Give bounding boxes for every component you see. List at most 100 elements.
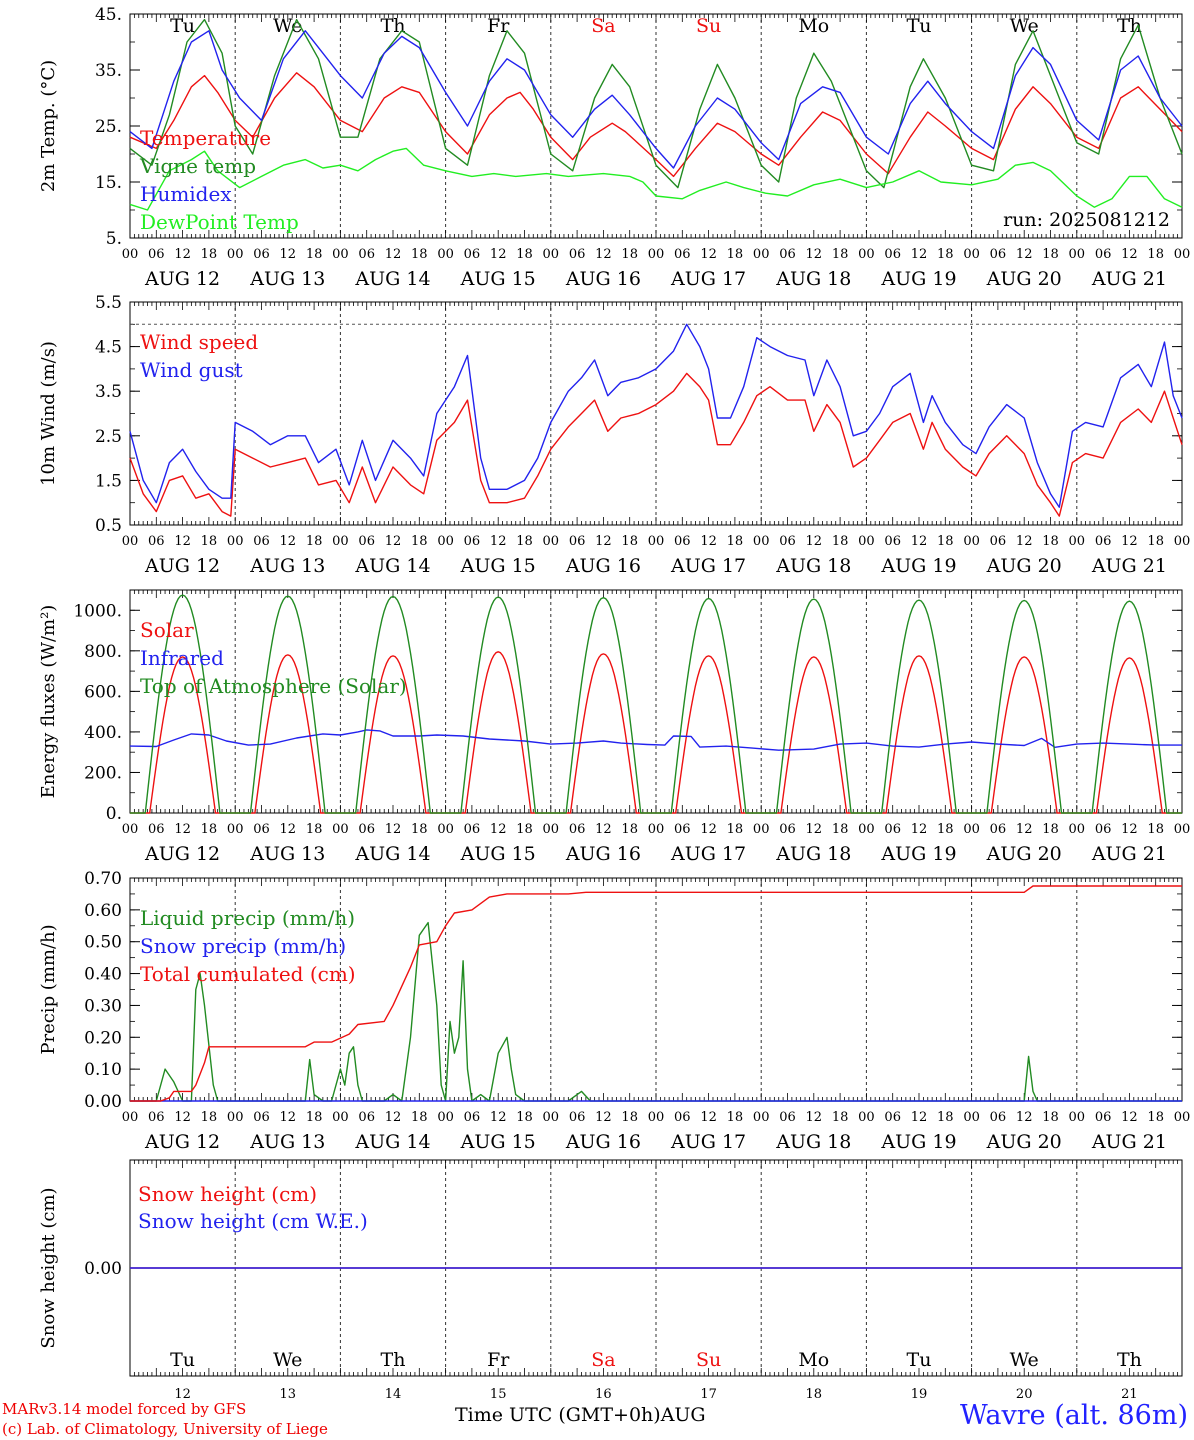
hour-tick-label: 18	[411, 247, 428, 262]
series-dewpoint-temp	[129, 147, 1183, 211]
legend-infrared: Infrared	[140, 646, 224, 670]
date-label: AUG 19	[880, 268, 956, 290]
date-label: AUG 16	[565, 843, 641, 865]
hour-tick-label: 00	[543, 534, 560, 549]
hour-tick-label: 12	[490, 534, 507, 549]
series-infrared	[129, 729, 1182, 751]
hour-tick-label: 18	[832, 534, 849, 549]
y-tick-label: 400.	[84, 723, 122, 743]
hour-tick-label: 12	[700, 1110, 717, 1125]
y-tick-label: 600.	[84, 682, 122, 702]
hour-tick-label: 00	[1174, 822, 1191, 837]
y-tick-label: 45.	[95, 5, 122, 25]
date-label: AUG 14	[354, 1131, 430, 1153]
hour-tick-label: 00	[122, 247, 139, 262]
hour-tick-label: 06	[674, 1110, 691, 1125]
y-axis-label: Energy fluxes (W/m²)	[38, 605, 59, 799]
hour-tick-label: 18	[1042, 247, 1059, 262]
hour-tick-label: 06	[990, 534, 1007, 549]
hour-tick-label: 00	[227, 534, 244, 549]
hour-tick-label: 00	[227, 247, 244, 262]
y-tick-label: 800.	[84, 642, 122, 662]
hour-tick-label: 06	[1095, 1110, 1112, 1125]
y-tick-label: 0.60	[84, 901, 122, 921]
date-label: AUG 18	[775, 1131, 851, 1153]
legend-solar: Solar	[140, 618, 194, 642]
weekday-label: Sa	[591, 15, 615, 37]
hour-tick-label: 06	[464, 822, 481, 837]
hour-tick-label: 18	[727, 822, 744, 837]
hour-tick-label: 12	[595, 534, 612, 549]
date-label: AUG 17	[670, 268, 746, 290]
y-tick-label: 25.	[95, 117, 122, 137]
y-tick-label: 0.5	[95, 516, 122, 536]
hour-tick-label: 06	[779, 247, 796, 262]
hour-tick-label: 06	[253, 247, 270, 262]
legend-total-cumulated-cm-: Total cumulated (cm)	[140, 962, 356, 986]
hour-tick-label: 00	[1069, 534, 1086, 549]
hour-tick-label: 12	[1121, 1110, 1138, 1125]
hour-tick-label: 00	[1174, 1110, 1191, 1125]
hour-tick-label: 06	[779, 534, 796, 549]
hour-tick-label: 18	[1147, 534, 1164, 549]
day-number-label: 13	[280, 1387, 297, 1402]
day-number-label: 19	[911, 1387, 928, 1402]
legend-top-of-atmosphere-solar-: Top of Atmosphere (Solar)	[140, 674, 407, 698]
y-tick-label: 5.5	[95, 293, 122, 313]
day-number-label: 21	[1121, 1387, 1138, 1402]
hour-tick-label: 12	[700, 247, 717, 262]
hour-tick-label: 12	[911, 534, 928, 549]
date-label: AUG 14	[354, 555, 430, 577]
weekday-label: Mo	[798, 15, 829, 37]
hour-tick-label: 00	[332, 822, 349, 837]
hour-tick-label: 00	[437, 822, 454, 837]
hour-tick-label: 00	[543, 247, 560, 262]
series-top-of-atmosphere-solar-	[130, 594, 1182, 814]
hour-tick-label: 12	[280, 534, 297, 549]
hour-tick-label: 12	[490, 247, 507, 262]
model-credit-line: MARv3.14 model forced by GFS	[2, 1400, 247, 1418]
date-label: AUG 12	[144, 843, 220, 865]
weekday-label: Su	[696, 1349, 721, 1371]
hour-tick-label: 12	[595, 247, 612, 262]
hour-tick-label: 12	[595, 1110, 612, 1125]
date-label: AUG 18	[775, 268, 851, 290]
date-label: AUG 14	[354, 843, 430, 865]
hour-tick-label: 18	[937, 1110, 954, 1125]
date-label: AUG 12	[144, 555, 220, 577]
hour-tick-label: 18	[727, 247, 744, 262]
date-label: AUG 19	[880, 843, 956, 865]
hour-tick-label: 18	[832, 822, 849, 837]
date-label: AUG 17	[670, 1131, 746, 1153]
hour-tick-label: 00	[858, 534, 875, 549]
date-label: AUG 21	[1091, 555, 1167, 577]
legend-snow-height-cm-: Snow height (cm)	[138, 1182, 317, 1206]
hour-tick-label: 18	[306, 1110, 323, 1125]
hour-tick-label: 06	[148, 247, 165, 262]
series-wind-gust	[129, 323, 1183, 508]
weekday-label: Th	[1117, 1349, 1142, 1371]
y-tick-label: 35.	[95, 61, 122, 81]
hour-tick-label: 12	[1016, 822, 1033, 837]
date-label: AUG 15	[460, 843, 536, 865]
hour-tick-label: 00	[963, 247, 980, 262]
date-label: AUG 19	[880, 1131, 956, 1153]
hour-tick-label: 18	[516, 247, 533, 262]
hour-tick-label: 18	[306, 247, 323, 262]
date-label: AUG 16	[565, 268, 641, 290]
hour-tick-label: 12	[806, 822, 823, 837]
y-tick-label: 0.30	[84, 996, 122, 1016]
hour-tick-label: 12	[385, 1110, 402, 1125]
hour-tick-label: 06	[253, 1110, 270, 1125]
date-label: AUG 15	[460, 268, 536, 290]
hour-tick-label: 18	[201, 1110, 218, 1125]
y-tick-label: 1000.	[73, 601, 122, 621]
hour-tick-label: 00	[1069, 822, 1086, 837]
date-label: AUG 21	[1091, 1131, 1167, 1153]
hour-tick-label: 06	[1095, 247, 1112, 262]
date-label: AUG 21	[1091, 268, 1167, 290]
legend-snow-height-cm-w-e-: Snow height (cm W.E.)	[138, 1209, 368, 1233]
hour-tick-label: 06	[358, 534, 375, 549]
hour-tick-label: 00	[122, 1110, 139, 1125]
